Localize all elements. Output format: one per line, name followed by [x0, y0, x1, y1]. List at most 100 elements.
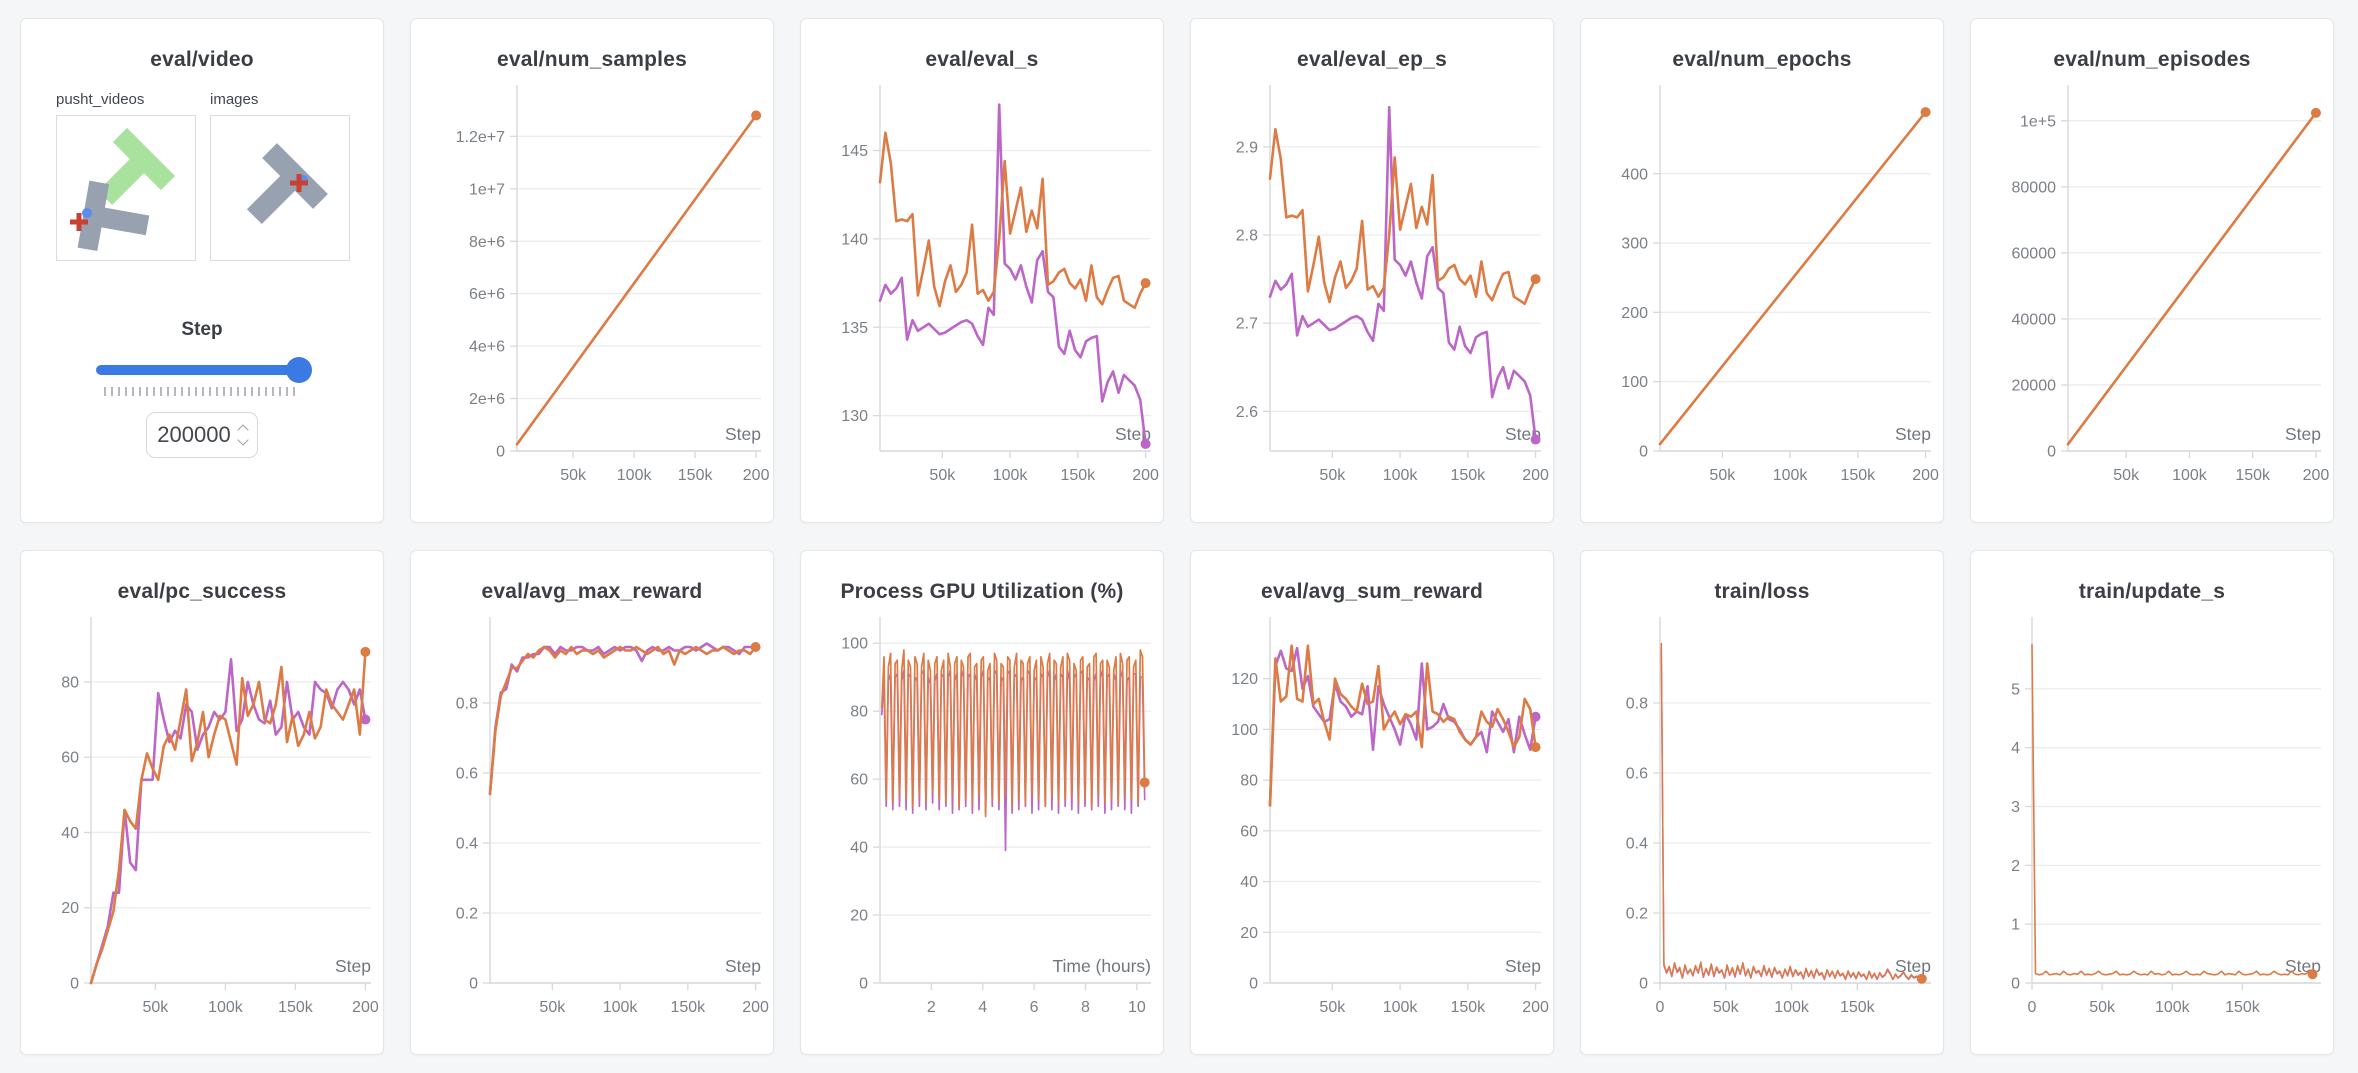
x-axis-title: Time (hours) [1052, 956, 1151, 976]
images-drawing [246, 143, 328, 225]
media-label: pusht_videos [56, 91, 145, 108]
goal-cross-icon [70, 213, 88, 231]
x-tick-label: 8 [1081, 999, 1090, 1016]
pusht-video-drawing [70, 127, 176, 252]
y-tick-label: 20 [850, 908, 868, 925]
series-end-dot-orange [750, 642, 761, 652]
series-end-dot-purple [1140, 438, 1151, 449]
y-tick-label: 80 [850, 704, 868, 721]
panel-train-update-s[interactable]: train/update_s 0 1 2 3 4 5 0 50k 100k 150k Step [1970, 550, 2334, 1055]
panel-eval-num-epochs[interactable]: eval/num_epochs 0 100 200 300 400 50k 100k 150k… [1580, 18, 1944, 523]
chart-plot[interactable]: 0 100 200 300 400 50k 100k 150k 200 Step [1581, 75, 1944, 515]
x-tick-label: 100k [1774, 999, 1810, 1016]
series-line-purple [89, 658, 367, 985]
step-slider[interactable] [96, 357, 312, 383]
panel-eval-video[interactable]: eval/video pusht_videos [20, 18, 384, 523]
y-tick-label: 1 [2011, 917, 2020, 934]
chart-title: eval/eval_s [925, 48, 1039, 71]
y-tick-label: 5 [2011, 681, 2020, 698]
panel-train-loss[interactable]: train/loss 0 0.2 0.4 0.6 0.8 0 50k 100k 150k Step [1580, 550, 1944, 1055]
panel-eval-avg-sum-reward[interactable]: eval/avg_sum_reward 0 20 40 60 80 100 120 50k 10… [1190, 550, 1554, 1055]
series-end-dot-orange [2307, 969, 2318, 980]
series-line-orange [2031, 644, 2314, 976]
series-end-dot-orange [1139, 777, 1150, 788]
step-number-input[interactable]: 200000 [146, 412, 258, 458]
step-value[interactable]: 200000 [157, 422, 231, 447]
panel-eval-eval-ep-s[interactable]: eval/eval_ep_s 2.6 2.7 2.8 2.9 50k 100k 150k 20… [1190, 18, 1554, 523]
series-end-dot-orange [751, 110, 762, 121]
x-tick-label: 100k [1383, 467, 1419, 484]
y-tick-label: 4e+6 [469, 339, 505, 356]
x-tick-label: 50k [560, 467, 587, 484]
step-slider-track[interactable] [96, 365, 308, 375]
chart-plot[interactable]: 130 135 140 145 50k 100k 150k 200 Step [801, 75, 1164, 515]
panel-eval-eval-s[interactable]: eval/eval_s 130 135 140 145 50k 100k 150k 200 St… [800, 18, 1164, 523]
series-line-orange [1660, 642, 1923, 981]
series-line-orange [1268, 644, 1537, 807]
number-stepper[interactable] [237, 424, 249, 446]
y-tick-label: 300 [1621, 236, 1648, 253]
panel-gpu-utilization[interactable]: Process GPU Utilization (%) 0 20 40 60 80 100… [800, 550, 1164, 1055]
x-tick-label: 150k [2235, 467, 2271, 484]
x-tick-label: 200 [1132, 467, 1159, 484]
y-tick-label: 0.4 [1626, 836, 1648, 853]
chart-plot[interactable]: 0 0.2 0.4 0.6 0.8 50k 100k 150k 200 Step [411, 607, 774, 1047]
media-pusht-videos[interactable]: pusht_videos [56, 91, 196, 261]
step-slider-thumb[interactable] [286, 357, 312, 383]
gray-t-block [77, 180, 150, 252]
y-tick-label: 130 [841, 408, 868, 425]
media-images[interactable]: images [210, 91, 350, 261]
images-thumbnail[interactable] [210, 115, 350, 261]
y-tick-label: 20 [1240, 925, 1258, 942]
chart-plot[interactable]: 0 20000 40000 60000 80000 1e+5 50k 100k 150k 200 S… [1971, 75, 2334, 515]
chart-plot[interactable]: 0 20 40 60 80 50k 100k 150k 200 Step [21, 607, 384, 1047]
panel-eval-num-samples[interactable]: eval/num_samples 0 2e+6 4e+6 6e+6 8e+6 1e+7 1.… [410, 18, 774, 523]
y-tick-label: 40 [850, 840, 868, 857]
x-tick-label: 150k [2225, 999, 2261, 1016]
y-tick-label: 2.6 [1236, 404, 1258, 421]
chart-title: train/loss [1714, 580, 1810, 603]
y-tick-label: 60 [61, 750, 79, 767]
chart-plot[interactable]: 0 0.2 0.4 0.6 0.8 0 50k 100k 150k Step [1581, 607, 1944, 1047]
x-tick-label: 150k [278, 999, 314, 1016]
x-tick-label: 50k [539, 999, 566, 1016]
x-tick-label: 100k [2172, 467, 2208, 484]
x-tick-label: 4 [978, 999, 987, 1016]
chart-plot[interactable]: 0 20 40 60 80 100 120 50k 100k 150k 200 Step [1191, 607, 1554, 1047]
series-end-dot-orange [360, 646, 371, 657]
x-axis-title: Step [1115, 424, 1151, 444]
y-tick-label: 0 [2011, 976, 2020, 993]
x-tick-label: 150k [678, 467, 714, 484]
y-tick-label: 140 [841, 231, 868, 248]
x-axis-title: Step [1895, 956, 1931, 976]
x-tick-label: 200 [2303, 467, 2330, 484]
x-tick-label: 100k [1773, 467, 1809, 484]
y-tick-label: 2.9 [1236, 139, 1258, 156]
series-end-dot-purple [1530, 434, 1541, 445]
y-tick-label: 80000 [2012, 179, 2057, 196]
chart-title: eval/avg_sum_reward [1260, 580, 1484, 603]
media-label: images [210, 91, 259, 108]
panel-eval-pc-success[interactable]: eval/pc_success 0 20 40 60 80 50k 100k 150k 200 S… [20, 550, 384, 1055]
x-tick-label: 100k [617, 467, 653, 484]
panel-eval-avg-max-reward[interactable]: eval/avg_max_reward 0 0.2 0.4 0.6 0.8 50k 100k… [410, 550, 774, 1055]
y-tick-label: 60 [1240, 823, 1258, 840]
y-tick-label: 60 [850, 772, 868, 789]
series-line-orange [89, 650, 367, 985]
panel-eval-num-episodes[interactable]: eval/num_episodes 0 20000 40000 60000 80000 1… [1970, 18, 2334, 523]
y-tick-label: 100 [841, 636, 868, 653]
series-line-orange [880, 649, 1146, 818]
x-tick-label: 100k [2155, 999, 2191, 1016]
x-tick-label: 150k [670, 999, 706, 1016]
series-end-dot-orange [2310, 107, 2321, 118]
chart-plot[interactable]: 0 2e+6 4e+6 6e+6 8e+6 1e+7 1.2e+7 50k 100k 150k 20… [411, 75, 774, 515]
chart-title: train/update_s [2078, 580, 2226, 603]
pusht-video-thumbnail[interactable] [56, 115, 196, 261]
stepper-down-icon[interactable] [237, 434, 249, 446]
chart-title: eval/eval_ep_s [1297, 48, 1447, 71]
chart-plot[interactable]: 0 20 40 60 80 100 2 4 6 8 10 Time (hours) [801, 607, 1164, 1047]
x-tick-label: 0 [1656, 999, 1665, 1016]
y-tick-label: 2.8 [1236, 228, 1258, 245]
